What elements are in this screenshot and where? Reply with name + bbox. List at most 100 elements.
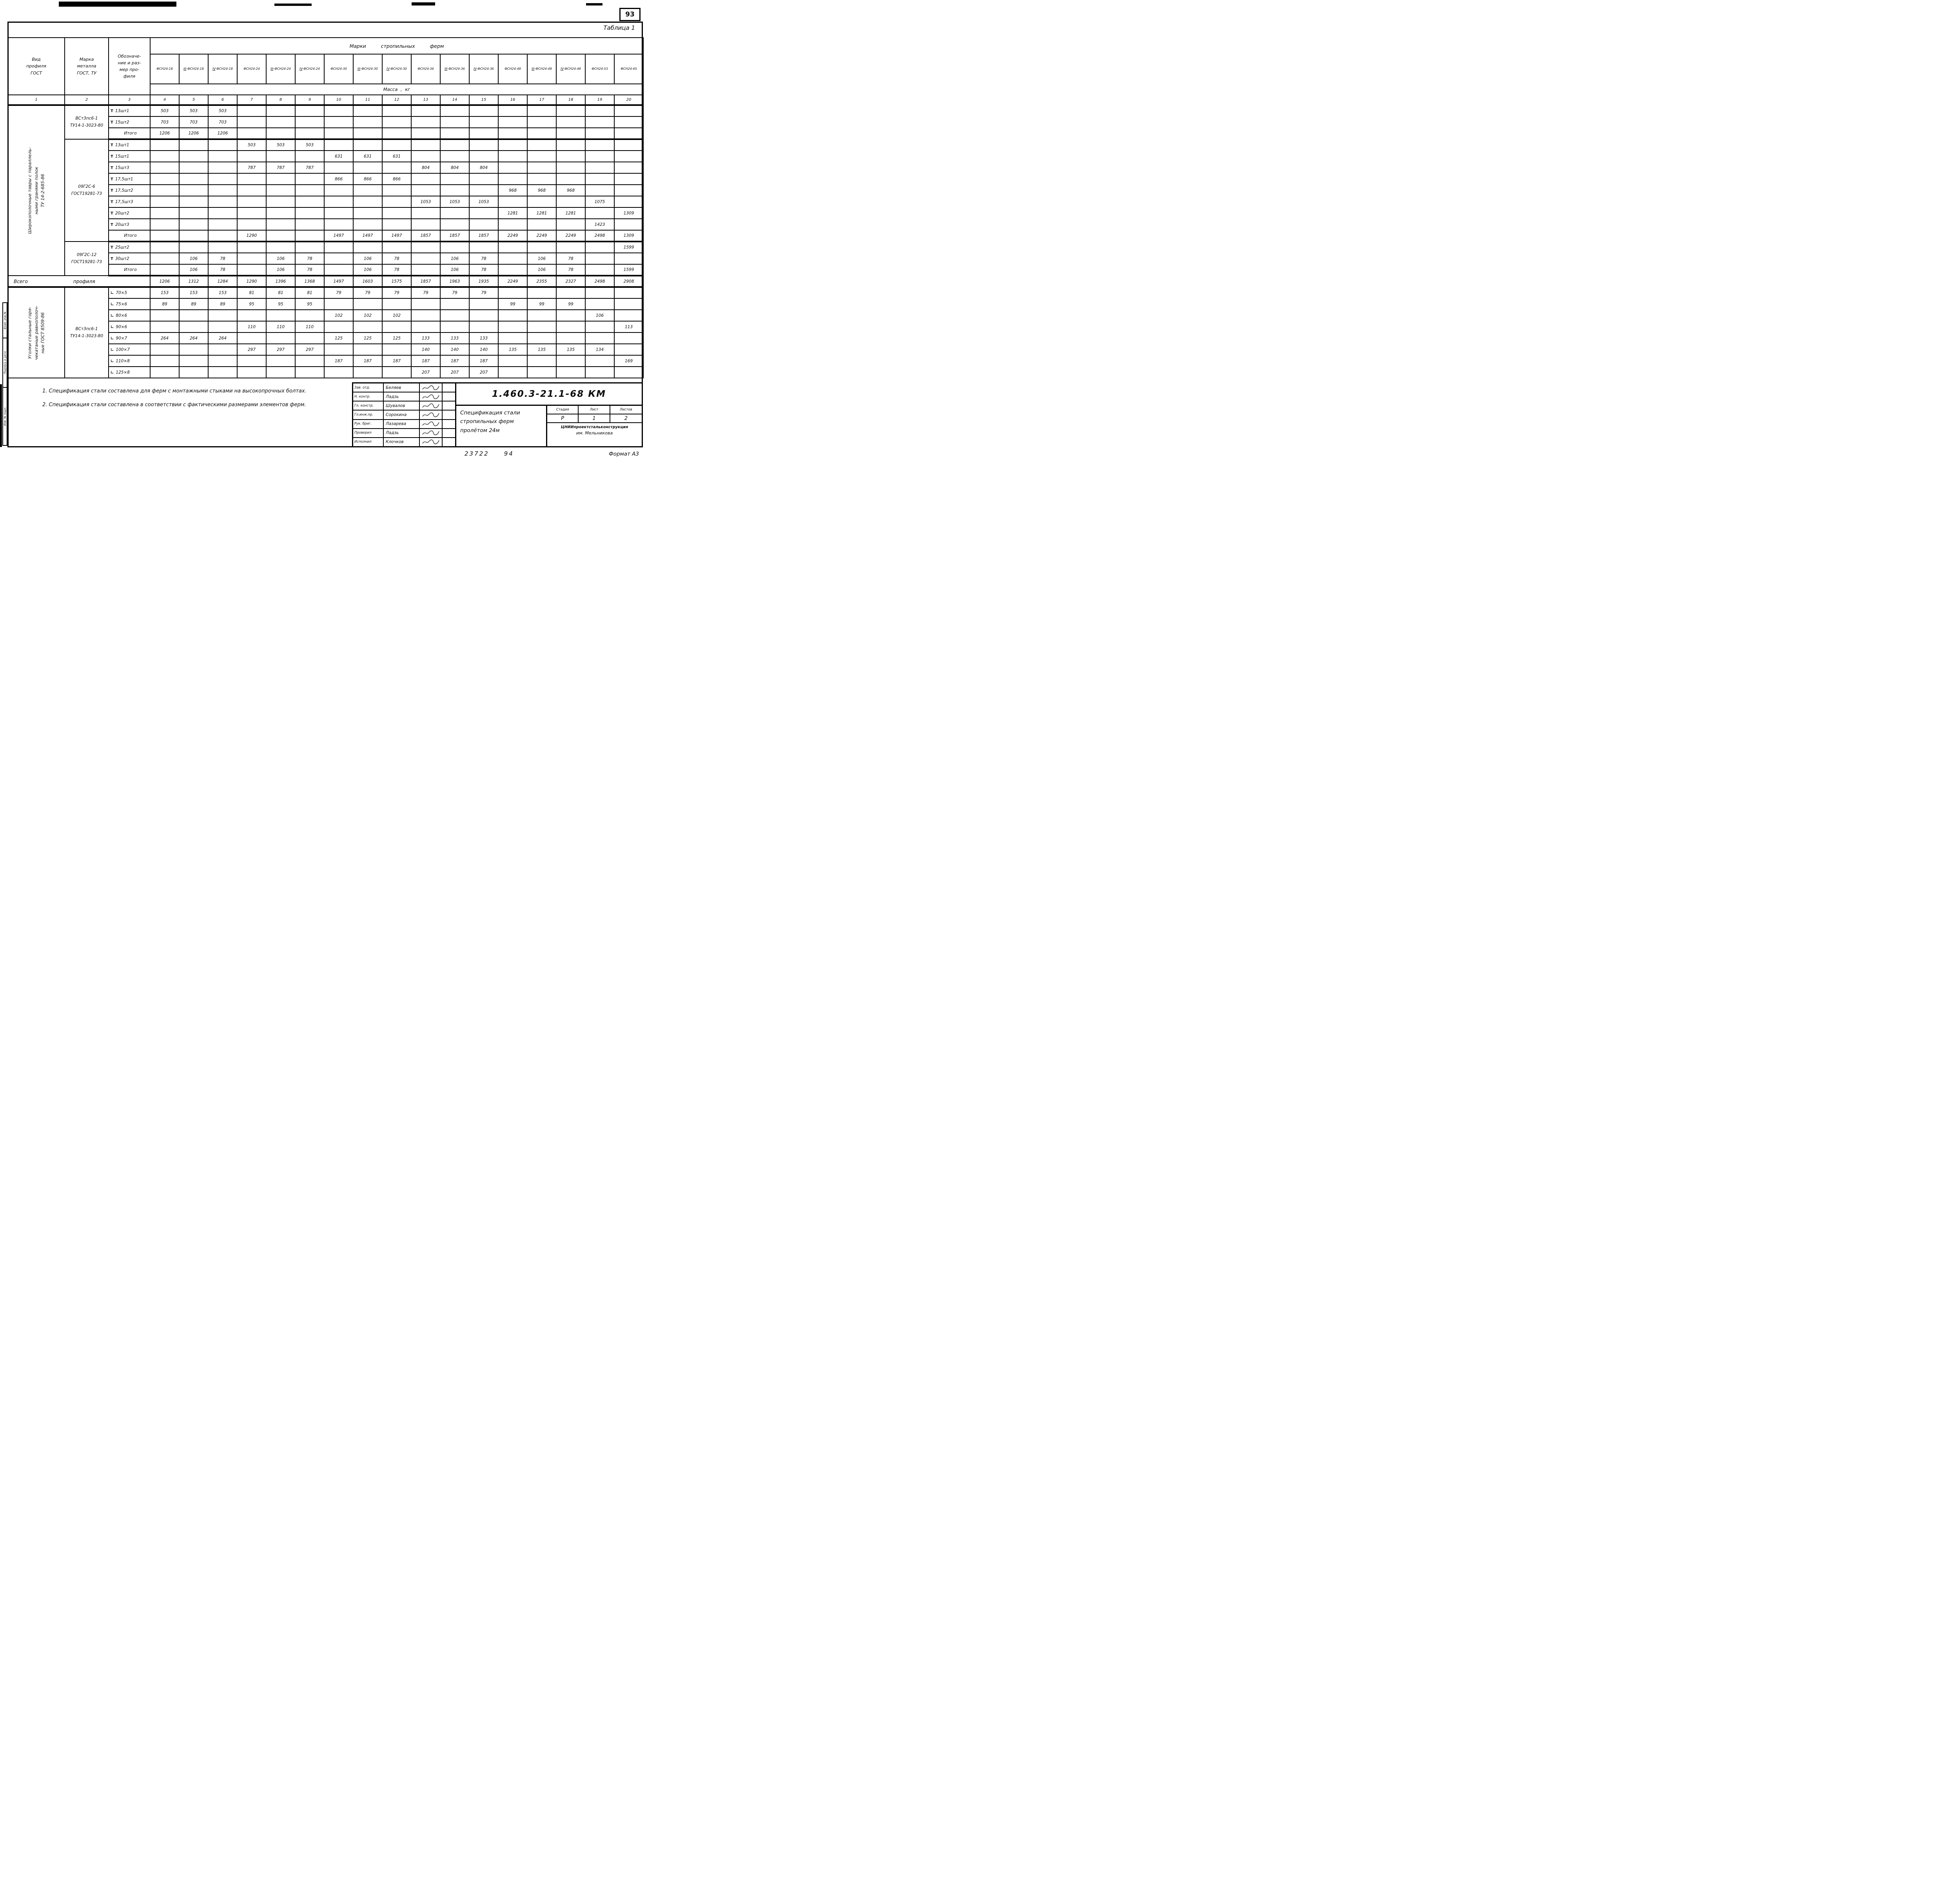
mass-value xyxy=(613,162,644,174)
mass-value xyxy=(585,321,615,333)
drawing-title: Спецификация стали стропильных ферм прол… xyxy=(456,406,547,446)
mass-value xyxy=(150,150,180,162)
profile-kind-label-line: чекатаные равнополоч- xyxy=(33,305,39,360)
drawing-title-line: пролётом 24м xyxy=(460,427,500,434)
table-row: 09Г2С-6 ГОСТ19281-73 Т 13шт1 503 503 503 xyxy=(8,139,644,242)
mass-value xyxy=(266,116,296,128)
mass-value: 106 xyxy=(179,253,209,265)
mass-value xyxy=(585,139,615,151)
profile-designation: ∟ 90×6 xyxy=(108,321,151,333)
mass-value xyxy=(324,116,354,128)
scan-artifact xyxy=(412,2,435,5)
mass-value xyxy=(382,127,412,140)
mass-value xyxy=(237,184,267,196)
table-row: ∟ 110×8 187 187 187 187 187 187 169 xyxy=(8,355,644,367)
margin-label-text: Инв. № подл. xyxy=(3,407,7,426)
column-number: 12 xyxy=(382,94,412,106)
column-number: 18 xyxy=(556,94,586,106)
mass-value xyxy=(411,173,441,185)
mark-modification-prefix: III xyxy=(358,67,361,71)
tee-profile-icon: Т xyxy=(111,165,113,170)
mass-value xyxy=(179,173,209,185)
tee-profile-icon: Т xyxy=(111,245,113,250)
mass-value: 140 xyxy=(440,343,470,356)
ferm-mark-header: III-ФСН24-30 xyxy=(353,54,383,84)
mass-value xyxy=(585,298,615,310)
stage-grid: Стадия Лист Листов Р 1 2 xyxy=(547,406,642,423)
table-row: Всего профиля 1206 1312 1284 1290 1396 1368 1497… xyxy=(7,275,644,288)
scan-artifact xyxy=(59,2,176,7)
table-row: ∟ 90×6 110 110 110 113 xyxy=(8,321,644,333)
drawing-title-line: стропильных ферм xyxy=(460,418,514,425)
mass-value xyxy=(556,116,586,128)
mass-value: 1497 xyxy=(324,230,354,242)
signature-row: Гл.инж.пр. Сорокина xyxy=(353,411,455,420)
mass-value xyxy=(411,105,441,117)
mass-value xyxy=(324,366,354,378)
mass-value xyxy=(150,139,180,151)
mass-value xyxy=(237,355,267,367)
mass-value: 78 xyxy=(382,253,412,265)
mass-value xyxy=(208,321,238,333)
spec-table-header: Вид профиля ГОСТ Марка металла ГОСТ, ТУ … xyxy=(7,37,644,106)
title-block: Зав. отд. Беляев Н. контр. Ладзь Гл. констр.… xyxy=(352,382,643,447)
mass-value xyxy=(556,127,586,140)
mass-value xyxy=(324,218,354,231)
column-number: 4 xyxy=(150,94,180,106)
signature-row: Исполнил Клочков xyxy=(353,438,455,446)
mass-value xyxy=(498,218,528,231)
total-label-word: профиля xyxy=(73,278,95,284)
mass-value xyxy=(179,207,209,219)
table-row: Итого 1206 1206 1206 xyxy=(8,127,644,140)
mass-value xyxy=(411,184,441,196)
profile-designation: Т 17,5шт1 xyxy=(108,173,151,185)
steel-grade-label: ВСт3пс6-1 ТУ14-1-3023-80 xyxy=(64,105,109,140)
mass-value xyxy=(324,139,354,151)
mass-value xyxy=(556,196,586,208)
profile-kind-label-line: ными гранями полок xyxy=(33,167,39,214)
mass-value xyxy=(295,105,325,117)
column-number: 11 xyxy=(353,94,383,106)
mass-value: 2498 xyxy=(585,275,615,288)
mass-value xyxy=(585,287,615,299)
spec-table-body: Широкополочные тавры с параллель-ными гр… xyxy=(7,105,644,378)
profile-designation-text: 17,5шт2 xyxy=(115,188,133,193)
mass-value xyxy=(353,343,383,356)
mass-value xyxy=(527,366,557,378)
mass-value: 79 xyxy=(382,287,412,299)
mass-value xyxy=(324,264,354,276)
profile-designation: Т 15шт3 xyxy=(108,162,151,174)
mass-value xyxy=(295,127,325,140)
mass-value: 968 xyxy=(527,184,557,196)
mass-value xyxy=(613,253,644,265)
mass-value xyxy=(469,321,499,333)
mass-value xyxy=(295,196,325,208)
notes-block: 1. Спецификация стали составлена для фер… xyxy=(20,387,339,414)
table-row: Т 15шт2 703 703 703 xyxy=(8,116,644,128)
mass-value: 787 xyxy=(266,162,296,174)
profile-designation: ∟ 75×6 xyxy=(108,298,151,310)
mass-value xyxy=(440,218,470,231)
mass-value: 207 xyxy=(469,366,499,378)
mass-value xyxy=(527,355,557,367)
mass-value xyxy=(179,343,209,356)
mass-value: 125 xyxy=(382,332,412,344)
mass-value xyxy=(353,196,383,208)
mark-modification-prefix: IV xyxy=(474,67,477,71)
profile-kind-label-line: ные ГОСТ 8509-86 xyxy=(40,312,45,353)
mass-value xyxy=(382,116,412,128)
mass-value xyxy=(324,253,354,265)
mass-value xyxy=(353,184,383,196)
mass-value xyxy=(613,287,644,299)
mass-value xyxy=(411,298,441,310)
steel-grade-label: 09Г2С-6 ГОСТ19281-73 xyxy=(64,139,109,242)
angle-profile-icon: ∟ xyxy=(111,336,114,341)
table-row: ∟ 125×8 207 207 207 xyxy=(8,366,644,378)
mass-value xyxy=(440,309,470,322)
mass-value xyxy=(237,196,267,208)
mass-value xyxy=(527,309,557,322)
mass-value xyxy=(585,173,615,185)
signature-scribble-icon xyxy=(420,429,443,437)
mass-value xyxy=(266,184,296,196)
mass-value xyxy=(266,241,296,253)
